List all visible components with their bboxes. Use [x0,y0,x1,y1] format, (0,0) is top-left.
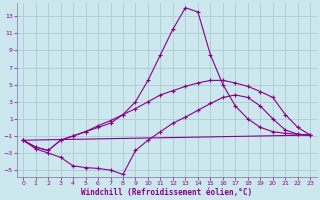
X-axis label: Windchill (Refroidissement éolien,°C): Windchill (Refroidissement éolien,°C) [81,188,252,197]
